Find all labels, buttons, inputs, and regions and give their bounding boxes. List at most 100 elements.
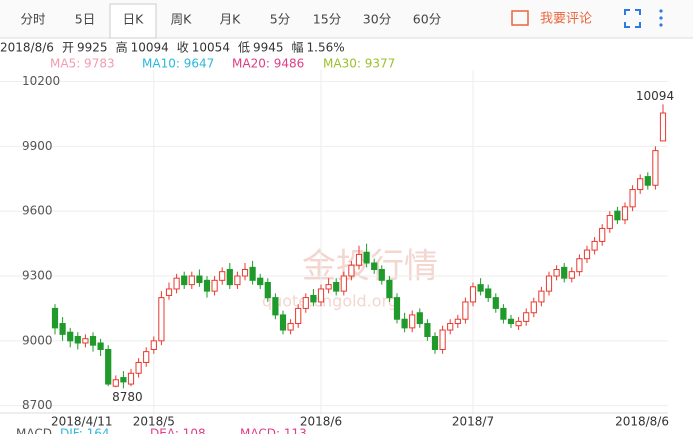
info-value: 10094 [131,41,169,55]
candle-body [462,301,469,320]
candle-body [371,262,378,271]
candle-body [105,348,112,385]
tabs: 分时 5日 日K 周K 月K 5分 15分 30分 60分 [20,3,441,39]
candle-body [637,178,644,191]
x-tick-label: 2018/8/6 [615,415,669,429]
x-tick-label: 2018/7 [452,415,494,429]
tab[interactable]: 日K [123,12,145,27]
candle-body [234,275,241,286]
y-tick-label: 9000 [22,333,53,347]
candle-body [219,271,226,281]
candle-body [606,214,613,229]
tab[interactable]: 分时 [20,12,46,27]
y-tick-label: 9900 [22,139,53,153]
info-label: 高 [116,40,128,55]
info-label: 幅 [292,40,304,55]
candle-body [614,210,621,221]
macd-item: DIF: 164 [60,427,110,434]
legend-entry: MA20: 9486 [232,57,304,71]
tab[interactable]: 周K [171,12,193,27]
menu-icon[interactable] [659,9,663,27]
candle-body [644,176,651,186]
info-date: 2018/8/6 [0,41,54,55]
candle-body [165,288,173,296]
info-label: 低 [238,41,250,55]
active-tab-box [109,3,157,39]
candle-body [150,340,157,350]
candle-body [431,336,439,350]
comment-icon[interactable] [511,10,529,26]
candle-body [67,331,74,342]
candle-body [203,279,211,292]
candle-body [325,284,332,290]
max-label: 10094 [636,89,674,103]
legend-entry: MA10: 9647 [142,57,214,71]
comment-button[interactable]: 我要评论 [540,12,592,27]
candle-body [226,269,233,286]
watermark-title: 金投行情 [302,247,438,287]
candle-body [576,258,583,273]
candle-body [135,361,142,374]
candle-body [561,266,568,279]
candle-body [355,253,363,266]
candle-body [439,329,446,350]
legend-entry: MA30: 9377 [323,57,395,71]
candle-body [97,342,104,350]
info-row: 开 9925 高 10094 收 10054 低 9945 幅 1.56% [62,40,345,55]
candle-body [409,314,416,329]
candle-body [188,275,195,286]
candle-body [173,277,180,290]
candle-body [264,281,271,299]
candle-body [500,307,507,320]
candle-body [348,264,355,277]
fullscreen-icon[interactable] [624,9,641,28]
candle-body [591,240,598,251]
watermark-url: quote.cngold.org [262,292,398,311]
tab[interactable]: 15分 [313,12,341,27]
candle-body [401,318,408,329]
candle-body [568,271,575,279]
tab[interactable]: 60分 [413,12,441,27]
candle-body [143,351,150,363]
tab[interactable]: 5分 [270,12,290,27]
candle-body [447,323,454,331]
x-tick-label: 2018/4/11 [51,415,113,429]
candle-body [257,277,264,286]
candle-body [241,269,249,277]
macd-item: MACD: 113 [240,427,307,434]
candle-body [158,297,165,342]
candle-body [538,290,545,303]
candle-body [621,206,629,221]
candle-body [583,249,591,260]
candle-body [416,312,423,325]
candle-body [317,288,325,303]
tab[interactable]: 5日 [75,12,95,27]
x-tick-label: 2018/5 [133,415,175,429]
y-tick-label: 9600 [22,204,53,218]
candle-body [211,279,218,292]
candle-body [279,314,287,331]
candle-body [629,189,636,208]
x-tick-label: 2018/6 [300,415,342,429]
macd-item: DEA: 108 [150,427,206,434]
candle-body [485,288,492,299]
candle-body [295,307,302,325]
min-label: 8780 [112,390,143,404]
tab[interactable]: 30分 [363,12,391,27]
candle-body [523,312,530,322]
macd-row: MACD DIF: 164 DEA: 108 MACD: 113 [16,427,307,434]
info-value: 9945 [253,41,284,55]
candle-body [477,284,484,292]
tab[interactable]: 月K [220,12,242,27]
candle-body [469,286,477,303]
info-value: 9925 [77,41,108,55]
candle-body [363,251,370,264]
candle-body [127,372,135,385]
candle-body [652,150,659,186]
candle-body [51,307,59,329]
candle-body [181,275,188,286]
candle-body [272,297,279,316]
candle-body [515,320,522,327]
plot: 8700 9000 9300 9600 9900 10200 2018/4/11 2018/5… [0,70,674,429]
info-value: 1.56% [307,41,345,55]
